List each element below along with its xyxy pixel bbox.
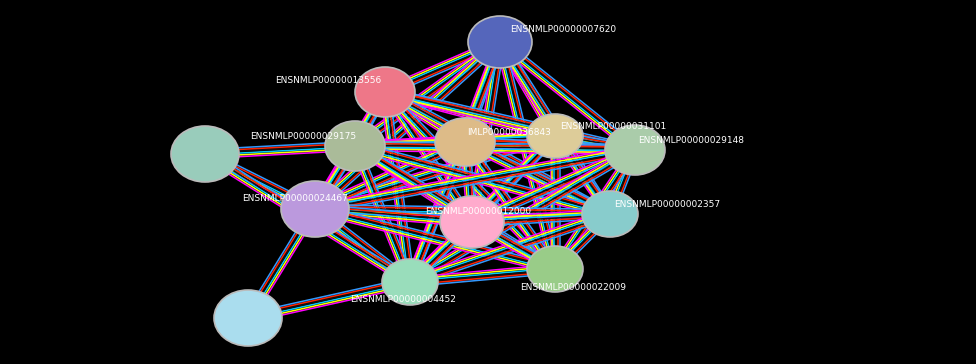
Text: ENSNMLP00000012000: ENSNMLP00000012000 (425, 207, 531, 216)
Text: ENSNMLP00000007620: ENSNMLP00000007620 (510, 25, 616, 34)
Ellipse shape (382, 259, 438, 305)
Text: ENSNMLP00000024467: ENSNMLP00000024467 (242, 194, 347, 203)
Ellipse shape (527, 114, 583, 158)
Ellipse shape (171, 126, 239, 182)
Text: ENSNMLP00000029148: ENSNMLP00000029148 (638, 136, 744, 145)
Text: IMLP00000036843: IMLP00000036843 (467, 128, 550, 137)
Ellipse shape (605, 125, 665, 175)
Ellipse shape (582, 191, 638, 237)
Ellipse shape (440, 196, 504, 248)
Text: ENSNMLP00000004452: ENSNMLP00000004452 (350, 295, 456, 304)
Text: ENSNMLP00000029175: ENSNMLP00000029175 (250, 132, 356, 141)
Text: ENSNMLP00000031101: ENSNMLP00000031101 (560, 122, 667, 131)
Ellipse shape (214, 290, 282, 346)
Ellipse shape (527, 246, 583, 292)
Ellipse shape (435, 118, 495, 166)
Text: ENSNMLP00000002357: ENSNMLP00000002357 (614, 200, 720, 209)
Text: ENSNMLP00000013556: ENSNMLP00000013556 (275, 76, 382, 85)
Text: ENSNMLP00000022009: ENSNMLP00000022009 (520, 283, 626, 292)
Ellipse shape (355, 67, 415, 117)
Ellipse shape (325, 121, 385, 171)
Ellipse shape (281, 181, 349, 237)
Ellipse shape (468, 16, 532, 68)
